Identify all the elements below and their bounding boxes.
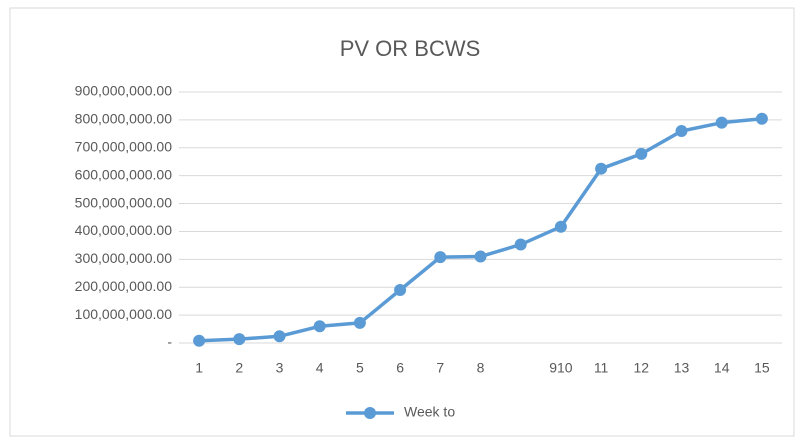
x-tick-label: 3 [276,360,284,376]
legend-marker [364,407,376,419]
point [273,330,286,343]
x-tick-label: 4 [316,360,324,376]
point [353,316,366,329]
chart-border [9,7,795,437]
x-tick-label: 8 [477,360,485,376]
point [233,333,246,346]
y-tick-label: 700,000,000.00 [75,138,173,154]
point [715,116,728,129]
point [554,220,567,233]
x-tick-label: 7 [436,360,444,376]
point [635,147,648,160]
point [595,162,608,175]
x-tick-label: 15 [754,360,770,376]
x-tick-label: 12 [634,360,650,376]
x-tick-label: 6 [396,360,404,376]
point [514,238,527,251]
chart-title: PV OR BCWS [340,36,481,61]
y-tick-label: 100,000,000.00 [75,306,173,322]
x-tick-label: 1 [195,360,203,376]
x-tick-label: 13 [674,360,690,376]
point [434,251,447,264]
x-tick-label: 5 [356,360,364,376]
point [313,320,326,333]
legend-label: Week to [404,404,455,420]
y-tick-label: 200,000,000.00 [75,278,173,294]
point [474,250,487,263]
y-tick-label: 500,000,000.00 [75,194,173,210]
y-tick-label: 300,000,000.00 [75,250,173,266]
y-tick-label: 600,000,000.00 [75,166,173,182]
point [755,112,768,125]
x-tick-label: 910 [549,360,573,376]
y-tick-label: 400,000,000.00 [75,222,173,238]
y-tick-label: - [167,334,172,350]
point [675,125,688,138]
y-tick-label: 800,000,000.00 [75,111,173,127]
y-tick-label: 900,000,000.00 [75,83,173,99]
point [193,334,206,347]
x-tick-label: 14 [714,360,730,376]
x-tick-label: 2 [235,360,243,376]
x-tick-label: 11 [594,360,609,376]
point [394,284,407,297]
